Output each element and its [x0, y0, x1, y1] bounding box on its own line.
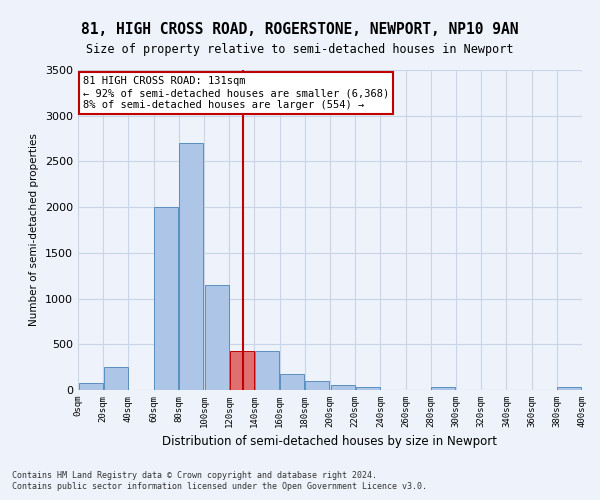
- Text: 81, HIGH CROSS ROAD, ROGERSTONE, NEWPORT, NP10 9AN: 81, HIGH CROSS ROAD, ROGERSTONE, NEWPORT…: [81, 22, 519, 38]
- Bar: [331, 384, 355, 390]
- Bar: [557, 388, 581, 390]
- Text: Contains HM Land Registry data © Crown copyright and database right 2024.: Contains HM Land Registry data © Crown c…: [12, 470, 377, 480]
- Bar: [205, 285, 229, 390]
- Bar: [179, 143, 203, 390]
- Bar: [305, 381, 329, 390]
- X-axis label: Distribution of semi-detached houses by size in Newport: Distribution of semi-detached houses by …: [163, 436, 497, 448]
- Bar: [255, 351, 279, 390]
- Bar: [230, 351, 254, 390]
- Bar: [280, 374, 304, 390]
- Text: Size of property relative to semi-detached houses in Newport: Size of property relative to semi-detach…: [86, 42, 514, 56]
- Bar: [431, 388, 455, 390]
- Bar: [104, 367, 128, 390]
- Bar: [79, 383, 103, 390]
- Text: 81 HIGH CROSS ROAD: 131sqm
← 92% of semi-detached houses are smaller (6,368)
8% : 81 HIGH CROSS ROAD: 131sqm ← 92% of semi…: [83, 76, 389, 110]
- Bar: [356, 387, 380, 390]
- Text: Contains public sector information licensed under the Open Government Licence v3: Contains public sector information licen…: [12, 482, 427, 491]
- Y-axis label: Number of semi-detached properties: Number of semi-detached properties: [29, 134, 40, 326]
- Bar: [154, 207, 178, 390]
